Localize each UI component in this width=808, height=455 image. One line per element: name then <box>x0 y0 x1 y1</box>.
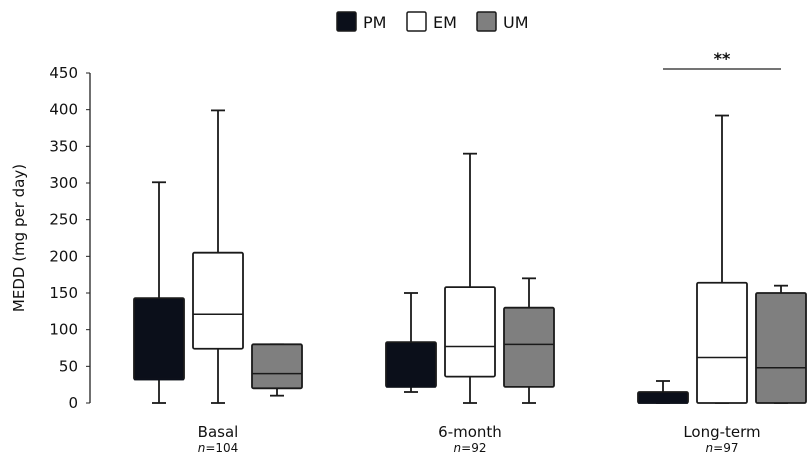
box-pm-long-term <box>637 380 689 404</box>
box-em-long-term <box>696 114 748 404</box>
y-tick-label: 400 <box>49 101 78 119</box>
x-category-label: 6-month <box>438 423 502 441</box>
legend-swatch-pm <box>336 11 357 32</box>
box-um-long-term <box>755 284 807 404</box>
annotations: ** <box>663 49 781 70</box>
box-iqr <box>637 391 689 404</box>
y-tick-label: 0 <box>68 394 78 412</box>
box-iqr <box>444 286 496 378</box>
y-tick-label: 100 <box>49 321 78 339</box>
y-tick-label: 300 <box>49 174 78 192</box>
significance-label: ** <box>714 49 731 68</box>
box-iqr <box>385 341 437 388</box>
y-tick-label: 350 <box>49 137 78 155</box>
legend-swatch-em <box>406 11 427 32</box>
box-em-6-month <box>444 152 496 404</box>
y-tick-label: 50 <box>59 357 78 375</box>
box-um-basal <box>251 343 303 397</box>
x-category-n-label: n=104 <box>198 441 239 455</box>
box-iqr <box>251 343 303 390</box>
legend: PM EM UM <box>336 11 529 32</box>
box-iqr <box>696 281 748 404</box>
x-category-n-label: n=92 <box>454 441 487 455</box>
y-tick-label: 450 <box>49 64 78 82</box>
legend-label-pm: PM <box>363 13 386 32</box>
box-um-6-month <box>503 277 555 404</box>
y-tick-label: 250 <box>49 211 78 229</box>
legend-label-um: UM <box>503 13 529 32</box>
x-category-label: Basal <box>198 423 239 441</box>
box-plot-area <box>133 109 807 404</box>
legend-swatch-um <box>476 11 497 32</box>
box-iqr <box>503 306 555 388</box>
x-category-n-label: n=97 <box>706 441 739 455</box>
box-pm-6-month <box>385 292 437 393</box>
box-iqr <box>755 292 807 404</box>
x-category-label: Long-term <box>683 423 760 441</box>
box-em-basal <box>192 109 244 404</box>
y-tick-label: 150 <box>49 284 78 302</box>
box-pm-basal <box>133 181 185 404</box>
y-axis-title: MEDD (mg per day) <box>10 164 28 312</box>
box-iqr <box>133 297 185 381</box>
box-iqr <box>192 251 244 350</box>
y-tick-label: 200 <box>49 247 78 265</box>
y-axis: 0 50 100 150 200 250 300 350 400 450 MEDD (mg per … <box>10 64 91 412</box>
legend-label-em: EM <box>433 13 457 32</box>
